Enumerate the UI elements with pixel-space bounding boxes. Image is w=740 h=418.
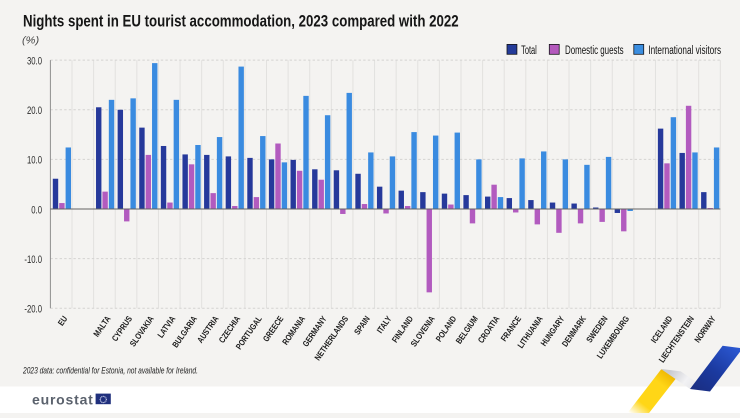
svg-text:0.0: 0.0 [31,204,42,215]
svg-text:eurostat: eurostat [32,392,94,408]
svg-text:10.0: 10.0 [27,154,42,165]
svg-text:Total: Total [521,44,537,57]
svg-text:-10.0: -10.0 [24,254,42,265]
svg-text:2023 data: confidential for Es: 2023 data: confidential for Estonia, not… [22,365,198,375]
svg-text:20.0: 20.0 [27,105,42,116]
svg-text:-20.0: -20.0 [24,303,42,314]
svg-text:Nights spent in EU tourist acc: Nights spent in EU tourist accommodation… [23,12,459,31]
svg-text:International visitors: International visitors [648,43,721,57]
svg-text:Domestic guests: Domestic guests [565,44,624,57]
svg-text:30.0: 30.0 [27,55,42,66]
svg-text:(%): (%) [22,35,39,47]
